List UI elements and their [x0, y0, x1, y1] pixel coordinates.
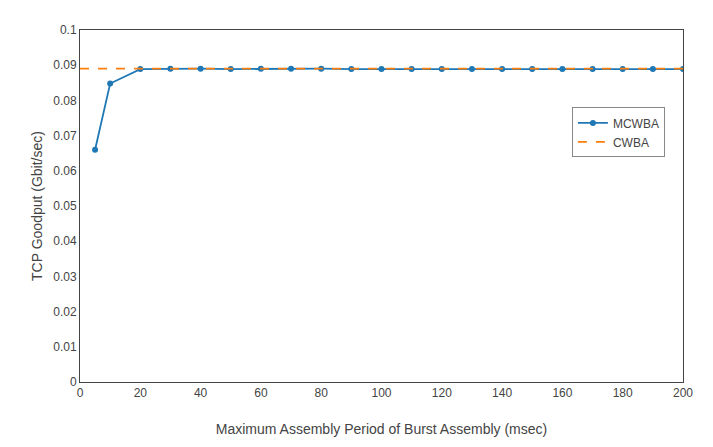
svg-text:80: 80 — [315, 386, 329, 400]
svg-text:CWBA: CWBA — [613, 136, 649, 150]
svg-text:0.09: 0.09 — [53, 58, 77, 72]
svg-text:0.08: 0.08 — [53, 94, 77, 108]
svg-text:Maximum Assembly Period of Bur: Maximum Assembly Period of Burst Assembl… — [216, 421, 547, 437]
svg-text:160: 160 — [552, 386, 572, 400]
svg-text:0.01: 0.01 — [53, 340, 77, 354]
svg-text:60: 60 — [254, 386, 268, 400]
svg-text:0: 0 — [77, 386, 84, 400]
svg-text:20: 20 — [134, 386, 148, 400]
svg-text:140: 140 — [492, 386, 512, 400]
svg-text:120: 120 — [432, 386, 452, 400]
svg-text:0.02: 0.02 — [53, 305, 77, 319]
svg-text:100: 100 — [371, 386, 391, 400]
svg-text:0.07: 0.07 — [53, 129, 77, 143]
svg-text:0.03: 0.03 — [53, 270, 77, 284]
svg-text:MCWBA: MCWBA — [613, 117, 659, 131]
svg-text:0.06: 0.06 — [53, 164, 77, 178]
svg-text:0.05: 0.05 — [53, 199, 77, 213]
svg-text:200: 200 — [673, 386, 693, 400]
svg-text:0: 0 — [70, 375, 77, 389]
svg-text:0.1: 0.1 — [60, 23, 77, 37]
svg-text:40: 40 — [194, 386, 208, 400]
svg-text:TCP Goodput (Gbit/sec): TCP Goodput (Gbit/sec) — [29, 131, 45, 281]
svg-text:180: 180 — [613, 386, 633, 400]
svg-text:0.04: 0.04 — [53, 234, 77, 248]
